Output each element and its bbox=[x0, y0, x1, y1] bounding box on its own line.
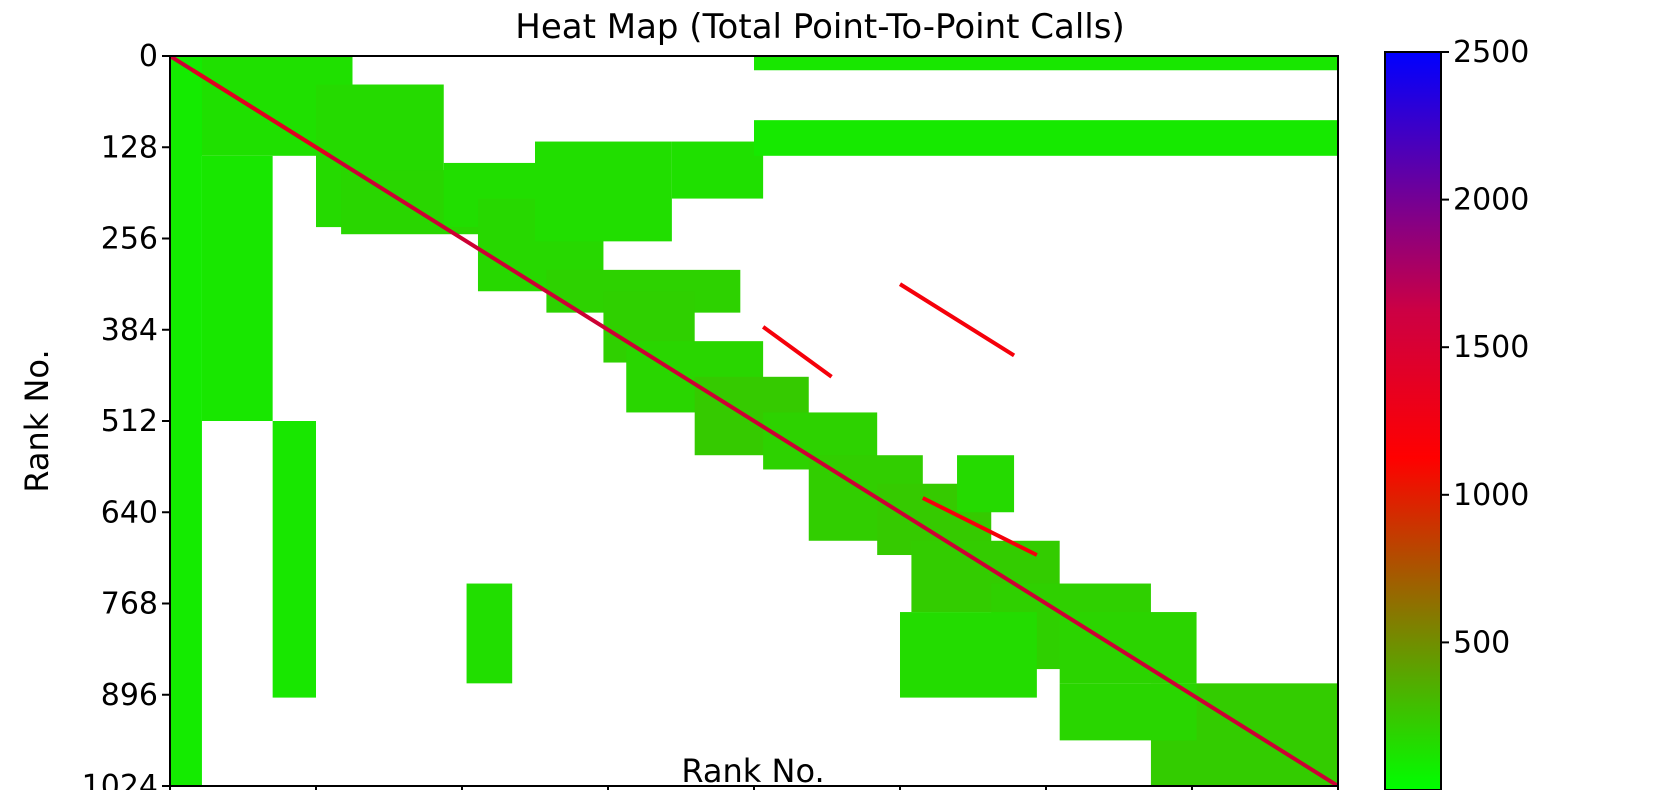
y-tick-label: 512 bbox=[101, 404, 158, 439]
heatmap-block bbox=[900, 612, 1037, 698]
x-axis-label: Rank No. bbox=[681, 752, 824, 790]
y-tick-label: 0 bbox=[139, 39, 158, 74]
heatmap-block bbox=[535, 141, 672, 242]
heatmap-diagonal-band bbox=[921, 496, 1038, 557]
heatmap-block bbox=[754, 56, 1338, 71]
heatmap-diagonal-band bbox=[170, 56, 1338, 786]
heatmap-block bbox=[957, 455, 1015, 513]
heatmap-block bbox=[201, 155, 273, 421]
heatmap-block bbox=[1059, 683, 1197, 741]
colorbar-tick-label: 1500 bbox=[1453, 330, 1529, 365]
heatmap-diagonal-band bbox=[898, 282, 1016, 358]
colorbar-ticks: 500 1000 1500 2000 2500 bbox=[1441, 35, 1529, 660]
chart-title: Heat Map (Total Point-To-Point Calls) bbox=[515, 7, 1124, 47]
heatmap-block bbox=[466, 583, 513, 684]
heatmap-block bbox=[1059, 612, 1197, 684]
y-tick-label: 640 bbox=[101, 495, 158, 530]
heatmap-block bbox=[754, 120, 1338, 156]
colorbar-tick-label: 2000 bbox=[1453, 183, 1529, 218]
colorbar bbox=[1384, 51, 1442, 791]
plot-area bbox=[170, 56, 1338, 786]
y-tick-label: 768 bbox=[101, 587, 158, 622]
y-tick-label: 896 bbox=[101, 678, 158, 713]
colorbar-tick-label: 500 bbox=[1453, 625, 1510, 660]
y-tick-label: 384 bbox=[101, 313, 158, 348]
heatmap-diagonal-band bbox=[191, 68, 331, 158]
heatmap-block bbox=[671, 141, 764, 199]
y-axis-label: Rank No. bbox=[18, 349, 56, 492]
y-axis: 0 128 256 384 512 640 768 896 1024 bbox=[82, 39, 170, 795]
y-tick-label: 256 bbox=[101, 222, 158, 257]
colorbar-tick-label: 1000 bbox=[1453, 478, 1529, 513]
heatmap-diagonal-band bbox=[761, 325, 833, 379]
y-tick-label: 128 bbox=[101, 130, 158, 165]
heatmap-block bbox=[272, 421, 316, 698]
heatmap-block bbox=[170, 56, 202, 786]
colorbar-tick-label: 2500 bbox=[1453, 35, 1529, 70]
y-tick-label: 1024 bbox=[82, 769, 158, 790]
